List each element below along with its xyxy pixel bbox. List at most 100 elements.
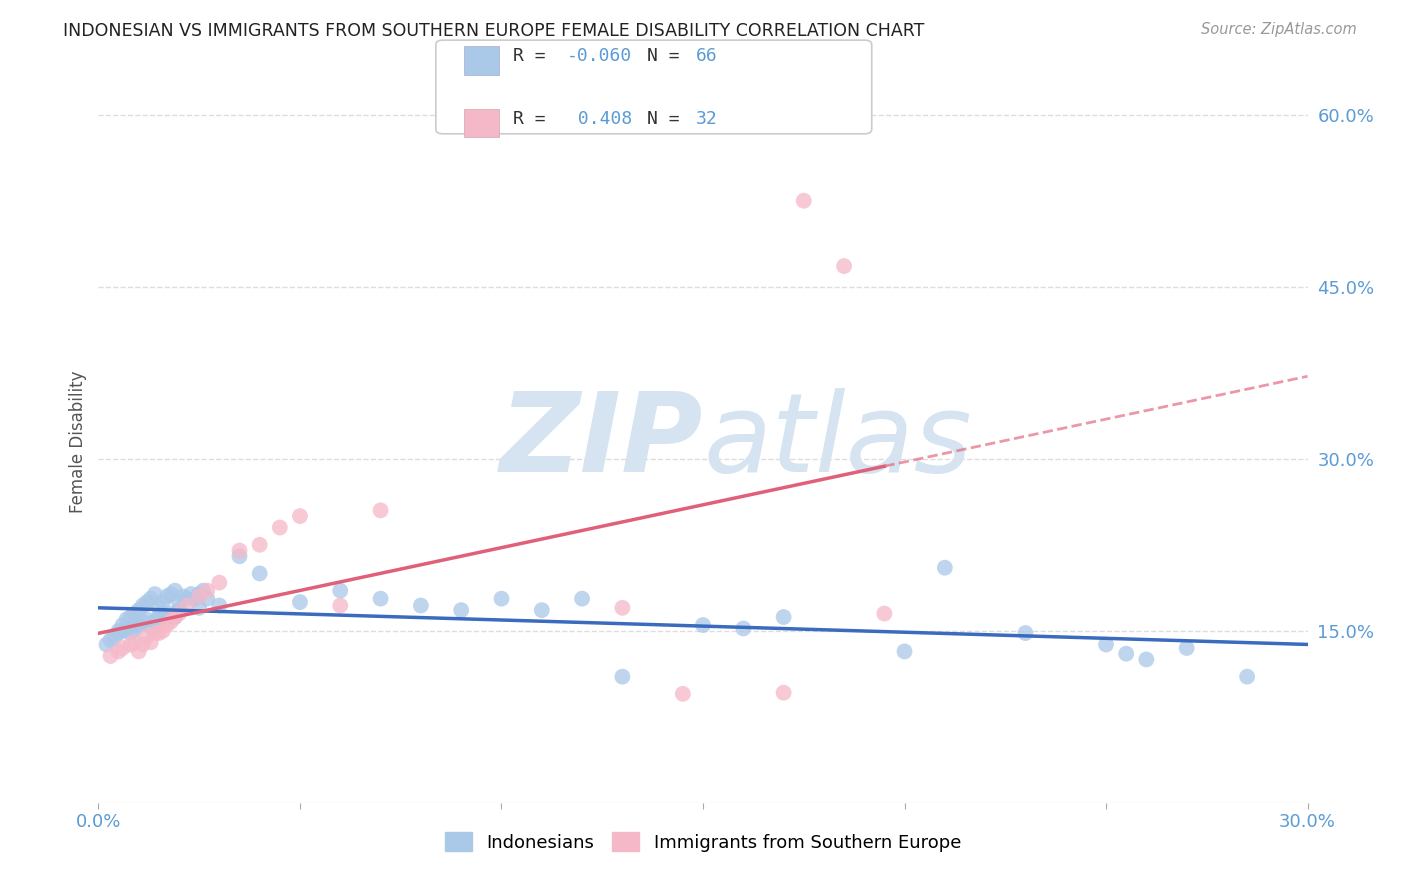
Text: atlas: atlas (703, 388, 972, 495)
Point (148, 600, 170, 615)
Point (772, 686, 794, 700)
Point (934, 560, 956, 574)
Point (124, 635, 146, 649)
Point (176, 591, 198, 606)
Point (156, 590, 179, 604)
Point (1236, 670, 1258, 684)
Point (208, 599, 231, 613)
Point (208, 575, 231, 590)
Point (530, 603, 553, 617)
Text: 0.408: 0.408 (567, 110, 631, 128)
Point (100, 632, 122, 647)
Point (132, 638, 155, 652)
Point (370, 591, 392, 606)
Point (893, 644, 915, 658)
Point (124, 623, 146, 637)
Text: ZIP: ZIP (499, 388, 703, 495)
Legend: Indonesians, Immigrants from Southern Europe: Indonesians, Immigrants from Southern Eu… (437, 825, 969, 859)
Point (188, 587, 211, 601)
Point (107, 626, 129, 640)
Point (163, 610, 186, 624)
Point (111, 624, 134, 638)
Point (152, 624, 174, 638)
Point (167, 603, 190, 617)
Point (160, 587, 183, 601)
Point (135, 595, 157, 609)
Point (139, 591, 162, 606)
Point (612, 600, 634, 615)
Text: R =: R = (513, 110, 568, 128)
Point (160, 615, 183, 629)
Point (249, 538, 271, 552)
Point (128, 618, 150, 632)
Point (120, 626, 142, 640)
Point (143, 626, 166, 640)
Point (143, 587, 166, 601)
Point (148, 626, 170, 640)
Point (188, 600, 211, 615)
Point (612, 670, 634, 684)
Point (135, 612, 157, 626)
Point (139, 620, 162, 634)
Point (571, 591, 593, 606)
Point (288, 509, 311, 524)
Point (188, 590, 211, 604)
Text: 32: 32 (696, 110, 717, 128)
Point (148, 610, 170, 624)
Point (111, 640, 134, 655)
Point (152, 595, 174, 609)
Point (163, 610, 186, 624)
Point (193, 583, 215, 598)
Y-axis label: Female Disability: Female Disability (69, 370, 87, 513)
Point (249, 566, 271, 581)
Text: R =: R = (513, 47, 557, 65)
Point (111, 618, 134, 632)
Point (692, 618, 714, 632)
Point (107, 624, 129, 638)
Text: N =: N = (647, 47, 690, 65)
Point (172, 590, 194, 604)
Text: N =: N = (647, 110, 690, 128)
Point (491, 591, 513, 606)
Point (152, 607, 174, 621)
Point (163, 583, 186, 598)
Point (269, 520, 291, 534)
Point (132, 615, 155, 629)
Point (1115, 647, 1137, 661)
Point (176, 599, 198, 613)
Point (329, 583, 352, 598)
Point (184, 591, 207, 606)
Point (115, 612, 138, 626)
Point (329, 599, 352, 613)
Text: -0.060: -0.060 (567, 47, 631, 65)
Point (370, 503, 392, 517)
Point (128, 644, 150, 658)
Point (733, 622, 755, 636)
Point (156, 618, 179, 632)
Point (167, 595, 190, 609)
Point (156, 610, 179, 624)
Point (873, 607, 896, 621)
Point (1095, 638, 1118, 652)
Point (167, 607, 190, 621)
Point (107, 644, 129, 658)
Text: 66: 66 (696, 47, 717, 65)
Point (195, 583, 218, 598)
Point (450, 603, 472, 617)
Point (115, 620, 138, 634)
Point (128, 603, 150, 617)
Point (100, 648, 122, 663)
Point (672, 687, 695, 701)
Point (195, 591, 218, 606)
Point (132, 599, 155, 613)
Point (143, 615, 166, 629)
Point (409, 599, 432, 613)
Point (1135, 652, 1157, 666)
Point (1175, 640, 1198, 655)
Point (96, 638, 118, 652)
Point (139, 635, 162, 649)
Point (288, 595, 311, 609)
Point (772, 610, 794, 624)
Text: Source: ZipAtlas.com: Source: ZipAtlas.com (1201, 22, 1357, 37)
Point (120, 638, 142, 652)
